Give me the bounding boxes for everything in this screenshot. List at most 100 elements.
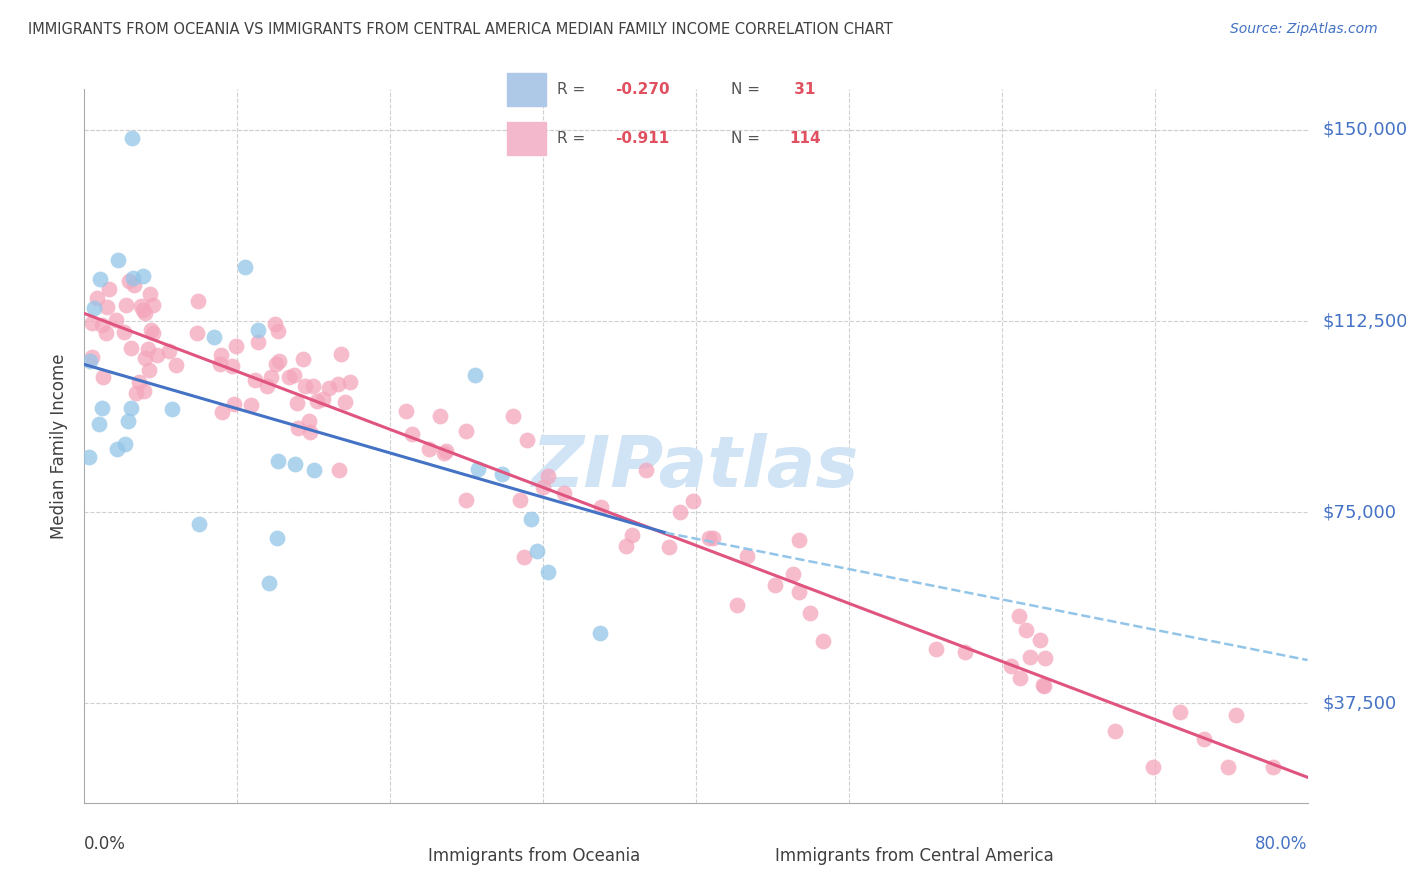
Point [1192, 732, 1215, 747]
Point [107, 252, 129, 267]
Point [658, 540, 681, 554]
Point [267, 354, 290, 368]
Point [222, 397, 245, 411]
Point [134, 351, 156, 366]
Point [1104, 723, 1126, 738]
Point [125, 386, 148, 401]
Point [634, 463, 657, 477]
Point [1032, 678, 1054, 692]
Point [589, 500, 612, 514]
Point [77, 450, 100, 465]
Point [799, 606, 821, 620]
Point [339, 375, 361, 389]
Point [138, 362, 160, 376]
Bar [508, 73, 546, 105]
Point [294, 379, 316, 393]
Point [516, 433, 538, 447]
Point [128, 376, 150, 390]
Point [1028, 632, 1050, 647]
Bar [508, 122, 546, 155]
Point [616, 539, 638, 553]
Point [267, 454, 290, 468]
Point [260, 369, 283, 384]
Point [697, 531, 720, 545]
Point [531, 480, 554, 494]
Point [112, 325, 135, 339]
Point [429, 409, 451, 423]
Point [86, 291, 108, 305]
Point [335, 395, 357, 409]
Point [283, 368, 305, 382]
Point [114, 437, 136, 451]
Point [1225, 707, 1247, 722]
Point [117, 414, 139, 428]
Text: 0.0%: 0.0% [84, 835, 127, 853]
Point [97, 282, 120, 296]
Point [187, 293, 209, 308]
Point [787, 533, 810, 548]
Point [1014, 624, 1036, 638]
Point [209, 348, 232, 362]
Point [118, 274, 141, 288]
Point [120, 401, 142, 416]
Point [763, 578, 786, 592]
Text: $37,500: $37,500 [1323, 694, 1398, 713]
Point [87, 417, 110, 431]
Point [94, 326, 117, 340]
Point [464, 368, 486, 382]
Point [225, 339, 247, 353]
Point [433, 445, 456, 459]
Point [240, 398, 263, 412]
Point [284, 457, 307, 471]
Point [520, 511, 543, 525]
Point [142, 298, 165, 312]
Point [186, 326, 208, 341]
Text: $75,000: $75,000 [1323, 503, 1398, 521]
Point [1032, 679, 1054, 693]
Point [285, 396, 308, 410]
Point [621, 527, 644, 541]
Point [302, 463, 325, 477]
Point [136, 343, 159, 357]
Point [165, 359, 187, 373]
Point [80, 350, 103, 364]
Text: R =: R = [557, 131, 595, 146]
Point [318, 381, 340, 395]
Point [121, 271, 143, 285]
Text: N =: N = [731, 131, 765, 146]
Text: Immigrants from Oceania: Immigrants from Oceania [429, 847, 640, 864]
Point [91, 370, 114, 384]
Point [89, 271, 111, 285]
Point [298, 413, 321, 427]
Point [456, 492, 478, 507]
Point [813, 634, 835, 648]
Point [132, 269, 155, 284]
Point [208, 357, 231, 371]
Point [502, 409, 524, 424]
Point [256, 379, 278, 393]
Point [146, 349, 169, 363]
Point [233, 260, 256, 275]
Point [326, 376, 349, 391]
Point [454, 424, 477, 438]
Point [160, 401, 183, 416]
Point [589, 626, 612, 640]
Text: Source: ZipAtlas.com: Source: ZipAtlas.com [1230, 22, 1378, 37]
Point [467, 462, 489, 476]
Point [1033, 651, 1056, 665]
Point [105, 442, 128, 456]
Point [96, 300, 118, 314]
Point [782, 567, 804, 582]
Point [1261, 760, 1284, 774]
Point [90, 401, 112, 415]
Point [257, 576, 280, 591]
Text: N =: N = [731, 81, 765, 96]
Point [188, 517, 211, 532]
Point [553, 486, 575, 500]
Point [79, 353, 101, 368]
Point [121, 131, 143, 145]
Point [246, 323, 269, 337]
Point [90, 318, 112, 332]
Text: 114: 114 [789, 131, 821, 146]
Text: Immigrants from Central America: Immigrants from Central America [775, 847, 1053, 864]
